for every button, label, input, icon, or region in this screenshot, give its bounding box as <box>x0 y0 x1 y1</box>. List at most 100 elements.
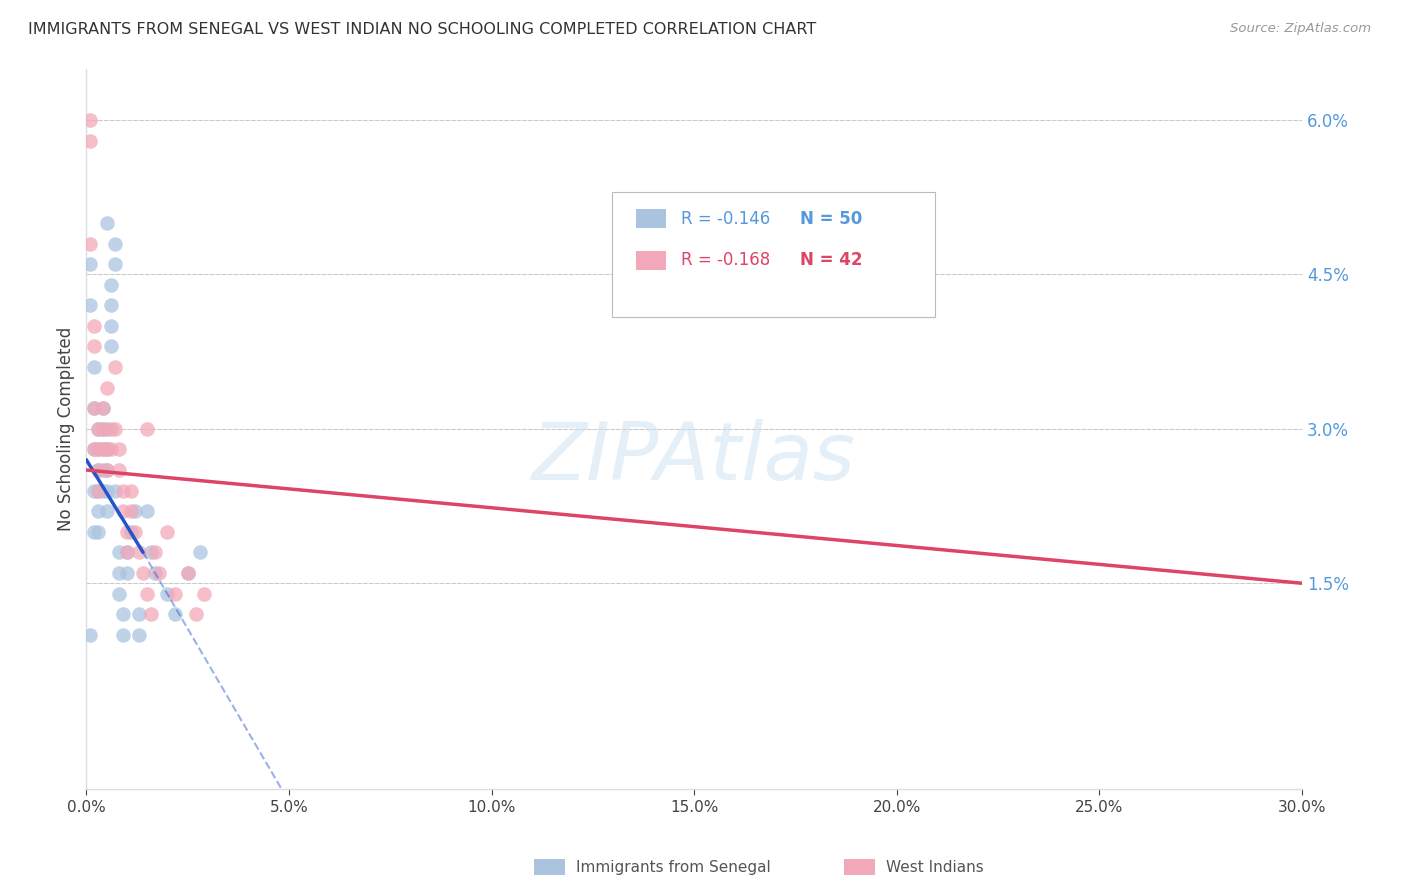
Point <box>104 422 127 436</box>
Point <box>83 401 105 416</box>
Point <box>143 545 166 559</box>
Point <box>156 586 179 600</box>
Point <box>91 442 114 457</box>
Point <box>115 545 138 559</box>
Y-axis label: No Schooling Completed: No Schooling Completed <box>58 326 75 531</box>
Text: R = -0.168: R = -0.168 <box>681 252 769 269</box>
Point <box>136 586 159 600</box>
Point <box>107 442 129 457</box>
Point <box>107 566 129 580</box>
Point <box>100 318 122 333</box>
Point <box>143 566 166 580</box>
Point <box>79 628 101 642</box>
Point <box>104 360 127 375</box>
Point <box>120 483 142 498</box>
Point <box>128 628 150 642</box>
Text: Immigrants from Senegal: Immigrants from Senegal <box>576 860 772 874</box>
Point <box>96 422 118 436</box>
Point <box>83 442 105 457</box>
Point <box>120 524 142 539</box>
Point <box>91 483 114 498</box>
Point <box>96 216 118 230</box>
Point <box>136 504 159 518</box>
Point <box>83 339 105 353</box>
Point <box>124 504 146 518</box>
Point <box>96 463 118 477</box>
Point <box>87 422 110 436</box>
Point <box>111 483 134 498</box>
Point <box>132 566 155 580</box>
Point <box>104 257 127 271</box>
Point <box>107 586 129 600</box>
Point <box>139 545 162 559</box>
Text: Source: ZipAtlas.com: Source: ZipAtlas.com <box>1230 22 1371 36</box>
Point <box>87 483 110 498</box>
Point <box>156 524 179 539</box>
Point <box>79 134 101 148</box>
Point <box>87 463 110 477</box>
Point <box>139 607 162 621</box>
Point <box>87 442 110 457</box>
Point <box>107 545 129 559</box>
Text: ZIPAtlas: ZIPAtlas <box>533 418 856 497</box>
Point <box>148 566 170 580</box>
Point <box>104 236 127 251</box>
Point <box>115 524 138 539</box>
Point <box>83 524 105 539</box>
Point <box>184 607 207 621</box>
Point <box>91 401 114 416</box>
Point <box>107 463 129 477</box>
Point <box>91 463 114 477</box>
Point <box>111 607 134 621</box>
Point <box>79 113 101 128</box>
Point <box>176 566 198 580</box>
Point <box>83 401 105 416</box>
Point <box>91 442 114 457</box>
Point <box>96 483 118 498</box>
Point <box>87 463 110 477</box>
Point <box>100 339 122 353</box>
Point <box>100 298 122 312</box>
Point <box>87 483 110 498</box>
Point <box>165 586 187 600</box>
Point <box>115 545 138 559</box>
Point <box>100 277 122 292</box>
Point <box>83 318 105 333</box>
Point <box>165 607 187 621</box>
Point <box>96 442 118 457</box>
Point <box>83 483 105 498</box>
Point <box>79 257 101 271</box>
Point <box>83 360 105 375</box>
Point <box>111 504 134 518</box>
Point <box>87 524 110 539</box>
Text: N = 50: N = 50 <box>800 210 862 227</box>
Point <box>96 504 118 518</box>
Point <box>83 442 105 457</box>
Text: IMMIGRANTS FROM SENEGAL VS WEST INDIAN NO SCHOOLING COMPLETED CORRELATION CHART: IMMIGRANTS FROM SENEGAL VS WEST INDIAN N… <box>28 22 817 37</box>
Point <box>100 442 122 457</box>
Point <box>104 483 127 498</box>
Point <box>176 566 198 580</box>
Point <box>128 545 150 559</box>
Point <box>79 298 101 312</box>
Text: R = -0.146: R = -0.146 <box>681 210 769 227</box>
Point <box>79 236 101 251</box>
Point <box>136 422 159 436</box>
Point <box>96 442 118 457</box>
Point <box>111 628 134 642</box>
Point <box>91 401 114 416</box>
Point <box>124 524 146 539</box>
Point <box>188 545 211 559</box>
Point <box>193 586 215 600</box>
Point <box>100 422 122 436</box>
Point <box>87 442 110 457</box>
Point <box>96 381 118 395</box>
Point <box>87 504 110 518</box>
Point <box>128 607 150 621</box>
Point <box>87 422 110 436</box>
Point <box>91 422 114 436</box>
Point <box>96 463 118 477</box>
Text: N = 42: N = 42 <box>800 252 862 269</box>
Text: West Indians: West Indians <box>886 860 984 874</box>
Point <box>120 504 142 518</box>
